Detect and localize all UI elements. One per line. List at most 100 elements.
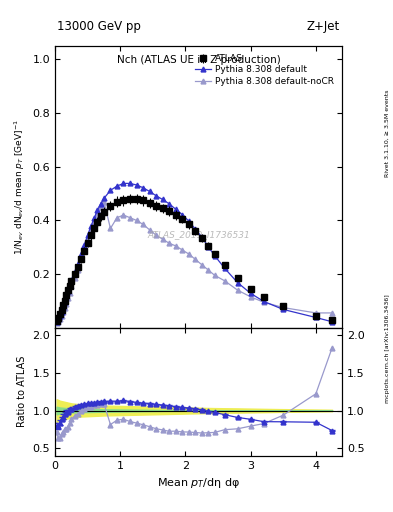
- Pythia 8.308 default-noCR: [261, 299, 266, 305]
- Pythia 8.308 default-noCR: [141, 221, 145, 227]
- Pythia 8.308 default-noCR: [193, 256, 198, 262]
- Pythia 8.308 default-noCR: [57, 316, 62, 322]
- Pythia 8.308 default-noCR: [134, 217, 139, 223]
- Line: Pythia 8.308 default-noCR: Pythia 8.308 default-noCR: [54, 199, 334, 325]
- Pythia 8.308 default-noCR: [154, 232, 158, 238]
- Pythia 8.308 default: [314, 314, 318, 321]
- Text: ATLAS_2019_I1736531: ATLAS_2019_I1736531: [147, 230, 250, 239]
- Pythia 8.308 default: [92, 215, 97, 221]
- Pythia 8.308 default-noCR: [199, 262, 204, 268]
- Pythia 8.308 default: [235, 280, 240, 286]
- Pythia 8.308 default-noCR: [59, 312, 64, 318]
- Pythia 8.308 default-noCR: [62, 305, 67, 311]
- Pythia 8.308 default-noCR: [180, 247, 185, 253]
- Pythia 8.308 default: [154, 193, 158, 199]
- Text: Z+Jet: Z+Jet: [307, 20, 340, 33]
- Pythia 8.308 default: [79, 251, 83, 257]
- Pythia 8.308 default-noCR: [85, 236, 90, 242]
- Pythia 8.308 default-noCR: [281, 305, 286, 311]
- Pythia 8.308 default: [167, 201, 171, 207]
- Pythia 8.308 default: [160, 197, 165, 203]
- Pythia 8.308 default: [206, 244, 211, 250]
- Pythia 8.308 default: [88, 223, 93, 229]
- Text: Rivet 3.1.10, ≥ 3.5M events: Rivet 3.1.10, ≥ 3.5M events: [385, 90, 390, 177]
- Pythia 8.308 default: [199, 234, 204, 240]
- Pythia 8.308 default: [180, 211, 185, 218]
- Pythia 8.308 default-noCR: [173, 243, 178, 249]
- Pythia 8.308 default-noCR: [314, 310, 318, 316]
- Pythia 8.308 default: [212, 253, 217, 259]
- Pythia 8.308 default-noCR: [167, 240, 171, 246]
- Pythia 8.308 default-noCR: [248, 294, 253, 300]
- Pythia 8.308 default: [69, 277, 73, 283]
- Pythia 8.308 default-noCR: [61, 309, 66, 315]
- Pythia 8.308 default-noCR: [206, 267, 211, 273]
- Pythia 8.308 default: [54, 319, 59, 326]
- Pythia 8.308 default: [67, 282, 72, 288]
- Pythia 8.308 default-noCR: [147, 227, 152, 233]
- Pythia 8.308 default: [248, 290, 253, 296]
- Pythia 8.308 default-noCR: [79, 256, 83, 262]
- Pythia 8.308 default: [186, 218, 191, 224]
- Pythia 8.308 default: [95, 207, 100, 214]
- Pythia 8.308 default-noCR: [98, 204, 103, 210]
- Pythia 8.308 default-noCR: [222, 278, 227, 284]
- Pythia 8.308 default-noCR: [95, 210, 100, 217]
- Pythia 8.308 default: [57, 313, 62, 319]
- Pythia 8.308 default-noCR: [121, 212, 126, 218]
- Y-axis label: 1/N$_{ev}$ dN$_{ev}$/d mean $p_T$ [GeV]$^{-1}$: 1/N$_{ev}$ dN$_{ev}$/d mean $p_T$ [GeV]$…: [13, 119, 27, 255]
- Pythia 8.308 default-noCR: [82, 247, 87, 253]
- Pythia 8.308 default-noCR: [66, 295, 70, 301]
- Pythia 8.308 default: [121, 180, 126, 186]
- Pythia 8.308 default: [101, 196, 106, 202]
- Pythia 8.308 default: [82, 242, 87, 248]
- Pythia 8.308 default: [330, 318, 334, 325]
- Pythia 8.308 default: [56, 317, 61, 323]
- Text: mcplots.cern.ch [arXiv:1306.3436]: mcplots.cern.ch [arXiv:1306.3436]: [385, 294, 390, 402]
- Pythia 8.308 default-noCR: [108, 225, 113, 231]
- Pythia 8.308 default-noCR: [69, 283, 73, 289]
- Pythia 8.308 default: [141, 185, 145, 191]
- Pythia 8.308 default: [75, 261, 80, 267]
- Pythia 8.308 default-noCR: [128, 215, 132, 221]
- Pythia 8.308 default-noCR: [54, 320, 59, 326]
- Pythia 8.308 default: [128, 180, 132, 186]
- Pythia 8.308 default-noCR: [67, 290, 72, 296]
- Pythia 8.308 default: [115, 183, 119, 189]
- Pythia 8.308 default: [281, 306, 286, 312]
- Pythia 8.308 default-noCR: [92, 219, 97, 225]
- Legend: ATLAS, Pythia 8.308 default, Pythia 8.308 default-noCR: ATLAS, Pythia 8.308 default, Pythia 8.30…: [191, 51, 338, 89]
- Pythia 8.308 default-noCR: [72, 275, 77, 281]
- Pythia 8.308 default: [59, 309, 64, 315]
- Pythia 8.308 default: [261, 298, 266, 305]
- Pythia 8.308 default: [64, 293, 69, 299]
- Y-axis label: Ratio to ATLAS: Ratio to ATLAS: [17, 356, 27, 428]
- Pythia 8.308 default-noCR: [56, 318, 61, 325]
- Pythia 8.308 default-noCR: [330, 310, 334, 316]
- Pythia 8.308 default: [173, 206, 178, 212]
- Line: Pythia 8.308 default: Pythia 8.308 default: [54, 181, 334, 325]
- Pythia 8.308 default: [85, 232, 90, 238]
- Text: 13000 GeV pp: 13000 GeV pp: [57, 20, 141, 33]
- Pythia 8.308 default-noCR: [160, 236, 165, 242]
- Pythia 8.308 default: [147, 188, 152, 195]
- Pythia 8.308 default: [134, 182, 139, 188]
- Pythia 8.308 default-noCR: [115, 215, 119, 221]
- Pythia 8.308 default-noCR: [88, 228, 93, 234]
- Pythia 8.308 default: [108, 187, 113, 194]
- Pythia 8.308 default: [98, 201, 103, 207]
- Pythia 8.308 default-noCR: [212, 272, 217, 279]
- Pythia 8.308 default-noCR: [75, 267, 80, 273]
- Text: Nch (ATLAS UE in Z production): Nch (ATLAS UE in Z production): [117, 55, 280, 65]
- X-axis label: Mean $p_T$/dη dφ: Mean $p_T$/dη dφ: [157, 476, 240, 490]
- Pythia 8.308 default: [61, 304, 66, 310]
- Pythia 8.308 default-noCR: [64, 301, 69, 307]
- Pythia 8.308 default: [72, 269, 77, 275]
- Pythia 8.308 default: [193, 226, 198, 232]
- Pythia 8.308 default-noCR: [235, 287, 240, 293]
- Pythia 8.308 default-noCR: [186, 251, 191, 257]
- Pythia 8.308 default: [222, 265, 227, 271]
- Pythia 8.308 default-noCR: [101, 199, 106, 205]
- Pythia 8.308 default: [62, 299, 67, 305]
- Pythia 8.308 default: [66, 288, 70, 294]
